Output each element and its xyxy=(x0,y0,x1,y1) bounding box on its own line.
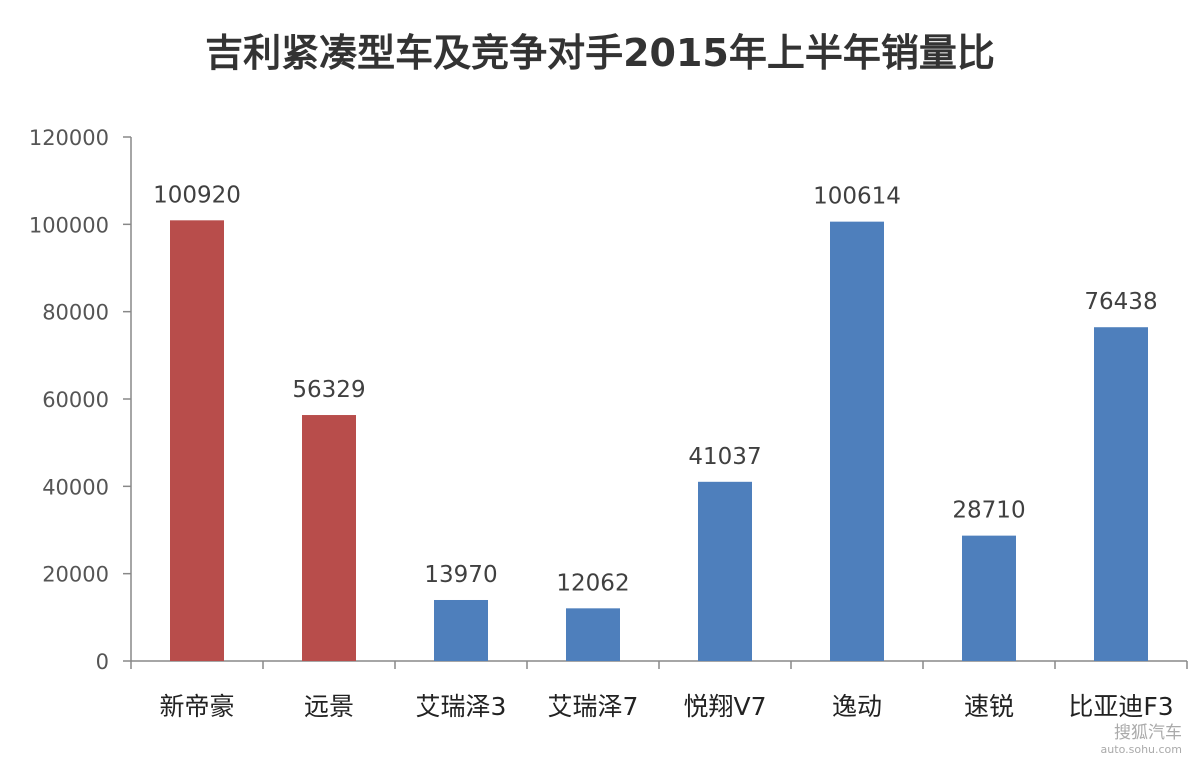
data-label: 100920 xyxy=(153,182,241,208)
bar-2 xyxy=(434,599,488,661)
y-tick-label: 60000 xyxy=(42,388,109,412)
watermark: 搜狐汽车 auto.sohu.com xyxy=(1101,724,1182,756)
bar-1 xyxy=(302,415,356,661)
y-tick-label: 40000 xyxy=(42,475,109,499)
watermark-name: 搜狐汽车 xyxy=(1114,723,1182,743)
data-label: 76438 xyxy=(1084,289,1157,315)
y-tick-label: 20000 xyxy=(42,563,109,587)
chart-title: 吉利紧凑型车及竞争对手2015年上半年销量比 xyxy=(205,31,995,75)
data-label: 12062 xyxy=(556,570,629,596)
x-tick-label: 新帝豪 xyxy=(159,692,234,721)
bar-4 xyxy=(698,481,752,661)
data-label: 100614 xyxy=(813,184,901,210)
data-label: 56329 xyxy=(292,377,365,403)
y-tick-label: 120000 xyxy=(29,126,109,150)
x-tick-label: 悦翔V7 xyxy=(683,692,766,721)
x-tick-label: 远景 xyxy=(304,692,354,721)
data-label: 28710 xyxy=(952,498,1025,524)
bar-5 xyxy=(830,221,884,661)
x-tick-label: 速锐 xyxy=(964,692,1014,721)
bar-3 xyxy=(566,608,620,661)
bar-6 xyxy=(962,535,1016,661)
x-tick-label: 比亚迪F3 xyxy=(1068,692,1173,721)
data-label: 41037 xyxy=(688,444,761,470)
x-tick-label: 逸动 xyxy=(832,692,882,721)
x-tick-label: 艾瑞泽3 xyxy=(416,692,507,721)
bar-0 xyxy=(170,220,224,662)
bar-7 xyxy=(1094,327,1148,661)
y-tick-label: 80000 xyxy=(42,301,109,325)
data-label: 13970 xyxy=(424,562,497,588)
x-tick-label: 艾瑞泽7 xyxy=(548,692,639,721)
watermark-url: auto.sohu.com xyxy=(1100,742,1182,756)
y-tick-label: 0 xyxy=(96,650,109,674)
y-tick-label: 100000 xyxy=(29,213,109,237)
